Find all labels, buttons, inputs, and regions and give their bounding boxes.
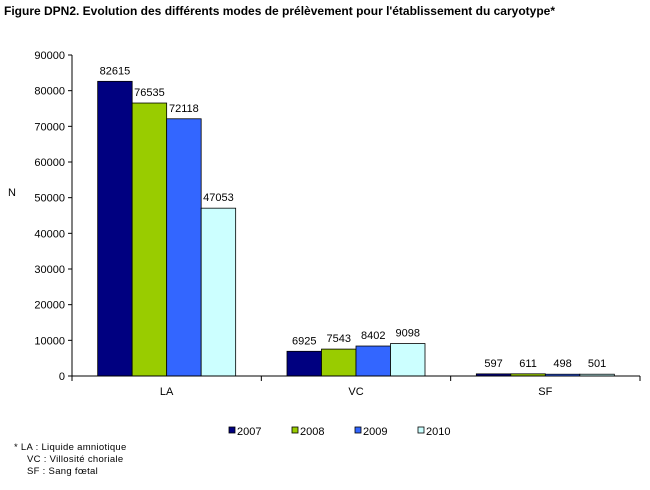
- legend: 2007 2008 2009 2010: [228, 426, 450, 438]
- legend-swatch: [354, 426, 362, 434]
- legend-label: 2007: [237, 426, 261, 438]
- y-axis-label: N: [8, 187, 16, 199]
- y-tick-label: 50000: [34, 193, 65, 205]
- bar: [355, 345, 391, 377]
- data-label: 82615: [100, 65, 131, 77]
- footnote-sf: SF : Sang fœtal: [27, 466, 99, 477]
- footnote-la: * LA : Liquide amniotique: [14, 442, 127, 453]
- data-label: 611: [519, 358, 537, 370]
- data-label: 72118: [169, 103, 199, 115]
- legend-swatch: [291, 426, 299, 434]
- legend-swatch: [417, 426, 425, 434]
- data-label: 9098: [396, 328, 420, 340]
- bar: [200, 207, 237, 377]
- x-axis: LA VC SF: [71, 375, 641, 398]
- bar: [166, 118, 202, 377]
- y-axis: 0 10000 20000 30000 40000 50000 60000 70000 8000…: [34, 50, 73, 383]
- data-label: 498: [553, 358, 571, 370]
- x-category-label: LA: [160, 386, 174, 398]
- bar: [390, 343, 426, 377]
- data-label: 47053: [203, 192, 234, 204]
- bars: 82615 6925 597 76535 7543 611 72118 8402 498 4705…: [97, 65, 615, 377]
- data-label: 6925: [292, 335, 316, 347]
- y-tick-label: 90000: [34, 50, 65, 62]
- footnote-vc: VC : Villosité choriale: [27, 454, 124, 465]
- bar: [131, 102, 168, 377]
- y-tick-label: 10000: [34, 335, 65, 347]
- legend-label: 2010: [426, 426, 450, 438]
- legend-swatch: [228, 426, 236, 434]
- y-tick-label: 30000: [34, 264, 65, 276]
- y-tick-label: 40000: [34, 228, 65, 240]
- y-tick-label: 20000: [34, 300, 65, 312]
- data-label: 76535: [134, 87, 165, 99]
- data-label: 8402: [361, 330, 385, 342]
- legend-label: 2009: [363, 426, 387, 438]
- x-category-label: SF: [538, 386, 552, 398]
- data-label: 7543: [327, 333, 351, 345]
- y-tick-label: 70000: [34, 121, 65, 133]
- bar: [321, 348, 357, 377]
- y-tick-label: 80000: [34, 86, 65, 98]
- data-label: 597: [484, 358, 502, 370]
- y-tick-label: 60000: [34, 157, 65, 169]
- bar: [97, 80, 133, 377]
- bar: [286, 350, 322, 377]
- data-label: 501: [588, 358, 606, 370]
- x-category-label: VC: [348, 386, 363, 398]
- chart-title: Figure DPN2. Evolution des différents mo…: [4, 4, 555, 18]
- legend-label: 2008: [300, 426, 324, 438]
- y-tick-label: 0: [59, 371, 65, 383]
